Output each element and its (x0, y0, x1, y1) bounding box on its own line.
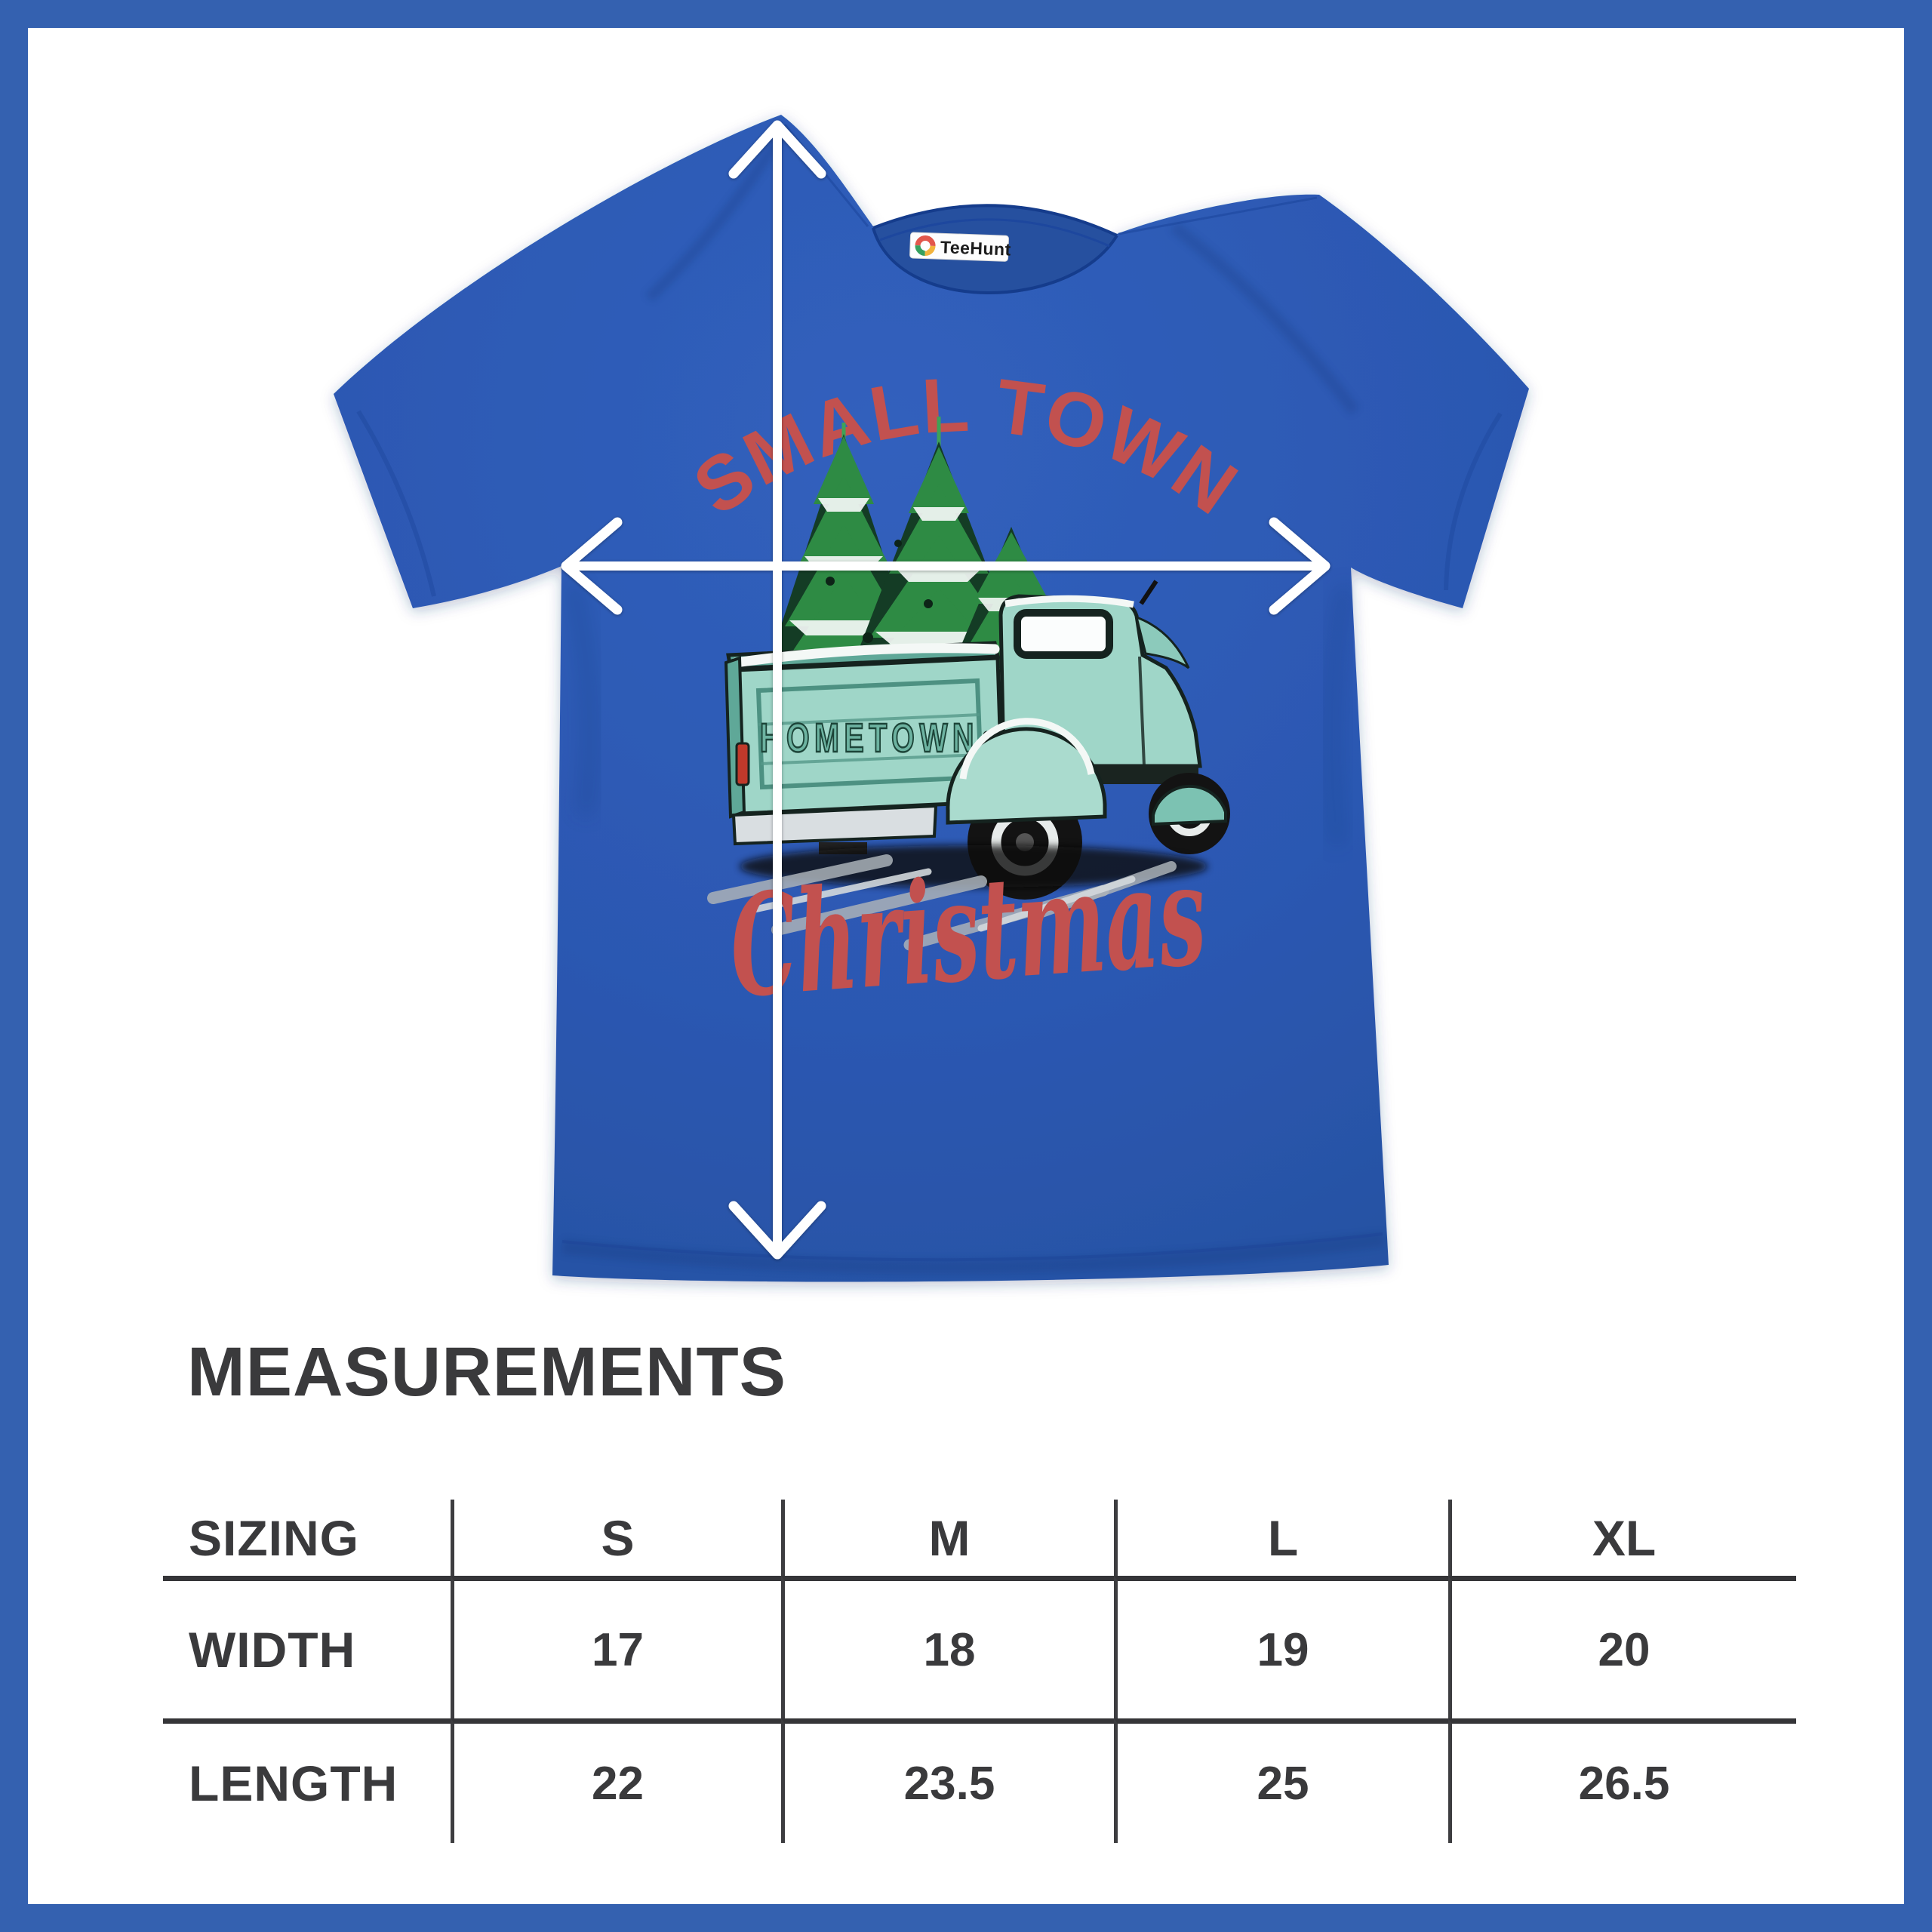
script-text: Christmas (725, 832, 1211, 1029)
svg-text:t: t (923, 239, 928, 254)
length-arrow (728, 120, 826, 1260)
fabric-wrinkles (356, 125, 1503, 1275)
width-value-s: 17 (451, 1576, 781, 1718)
measure-arrows (561, 120, 1331, 1260)
length-value-xl: 26.5 (1448, 1718, 1796, 1843)
width-value-xl: 20 (1448, 1576, 1796, 1718)
vintage-truck: HOMETOWN (724, 580, 1230, 900)
table-header-l: L (1114, 1500, 1448, 1576)
size-chart-table: SIZING S M L XL WIDTH 17 18 19 20 LENGTH… (163, 1500, 1796, 1843)
brand-label: t TeeHunt (909, 232, 1011, 262)
brand-label-text: TeeHunt (940, 237, 1012, 259)
tailgate-text: HOMETOWN (760, 715, 979, 761)
measurements-title: MEASUREMENTS (187, 1334, 787, 1411)
width-value-l: 19 (1114, 1576, 1448, 1718)
width-value-m: 18 (781, 1576, 1114, 1718)
ground-shadow (707, 845, 1208, 951)
table-header-m: M (781, 1500, 1114, 1576)
table-header-xl: XL (1448, 1500, 1796, 1576)
taillight-left (735, 742, 750, 786)
table-header-s: S (451, 1500, 781, 1576)
length-value-l: 25 (1114, 1718, 1448, 1843)
table-header-sizing: SIZING (189, 1509, 360, 1566)
row-label-width: WIDTH (163, 1576, 451, 1718)
length-value-s: 22 (451, 1718, 781, 1843)
length-value-m: 23.5 (781, 1718, 1114, 1843)
brand-logo-icon: t (915, 235, 936, 257)
row-label-length: LENGTH (163, 1718, 451, 1843)
truck-rear-window (1014, 609, 1113, 659)
width-arrow (561, 517, 1331, 615)
